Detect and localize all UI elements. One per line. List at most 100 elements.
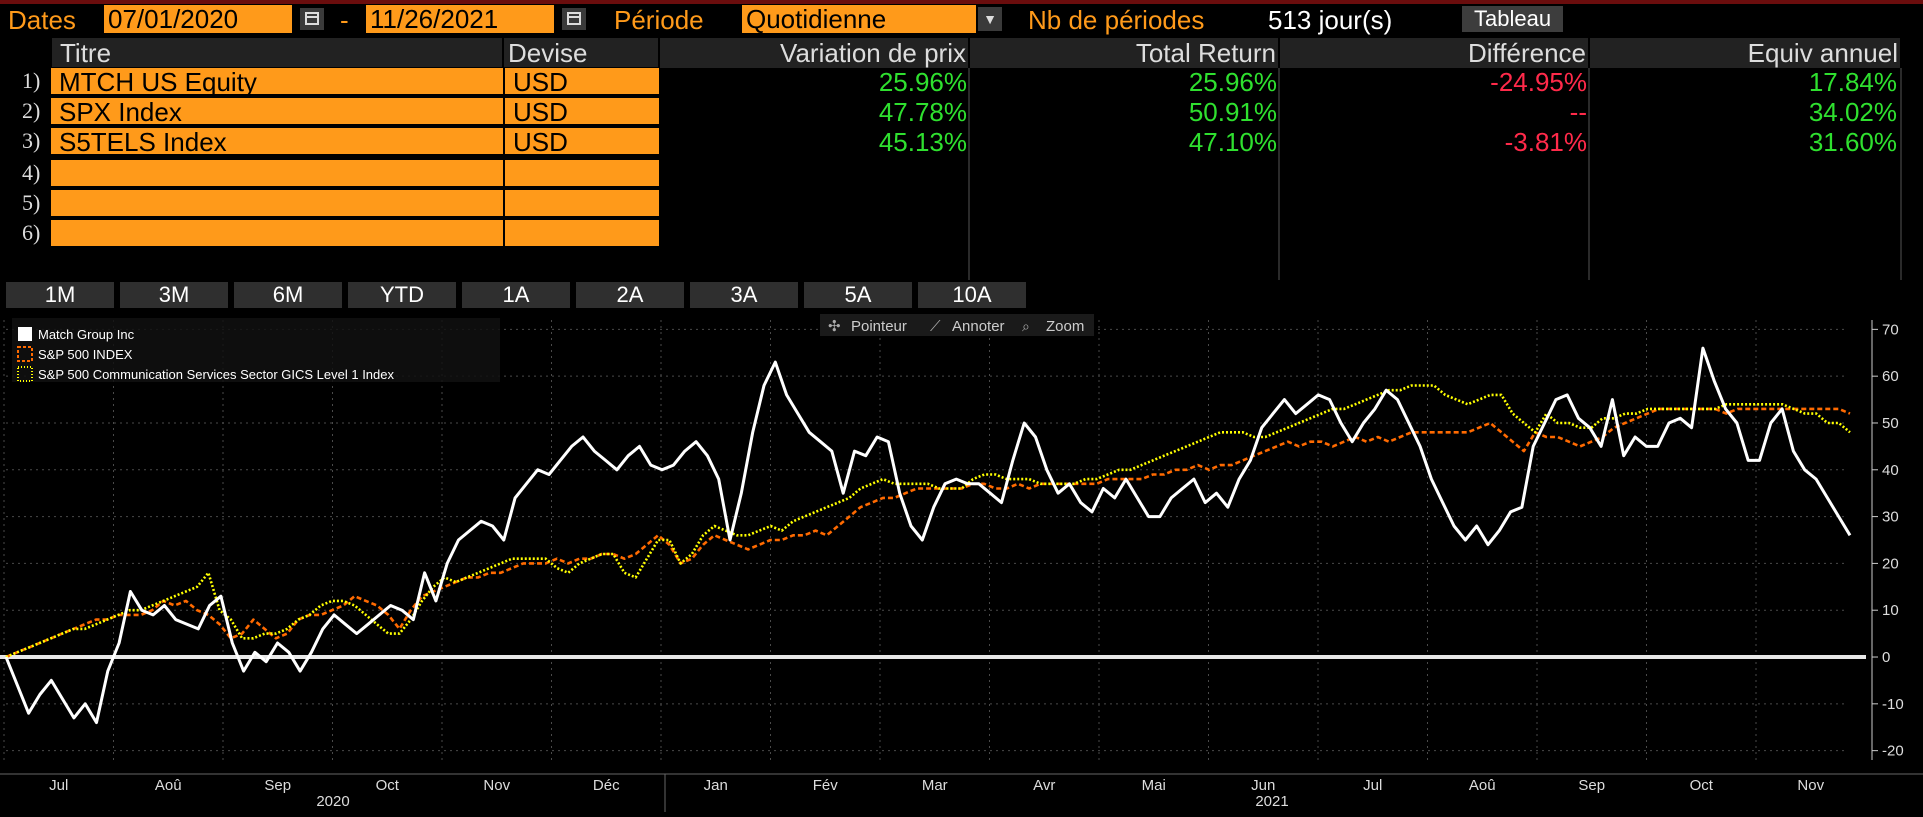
- x-tick-label: Jan: [704, 777, 728, 794]
- currency-cell[interactable]: [504, 159, 660, 187]
- period-button-3m[interactable]: 3M: [120, 282, 228, 308]
- table-view-button[interactable]: Tableau: [1462, 6, 1564, 32]
- total-return-value: 50.91%: [1188, 97, 1277, 127]
- series-line: [5, 407, 1851, 659]
- chart-tools: ✣ Pointeur ⟋ Annoter ⌕ Zoom: [820, 314, 1094, 336]
- periods-count-label: Nb de périodes: [1028, 5, 1205, 35]
- price-change-value: 25.96%: [878, 67, 967, 97]
- currency-cell[interactable]: USD: [504, 67, 660, 95]
- y-tick-label: 40: [1882, 462, 1899, 479]
- total-return-value: 25.96%: [1188, 67, 1277, 97]
- column-header-title[interactable]: Titre: [52, 38, 502, 68]
- row-number: 6): [22, 220, 41, 245]
- x-tick-label: Jul: [1363, 777, 1382, 794]
- currency-cell[interactable]: USD: [504, 127, 660, 155]
- x-tick-label: Nov: [483, 777, 510, 794]
- x-tick-label: Jul: [49, 777, 68, 794]
- x-tick-label: Sep: [1578, 777, 1605, 794]
- column-divider: [968, 68, 970, 280]
- difference-value: --: [1569, 97, 1587, 127]
- period-button-ytd[interactable]: YTD: [348, 282, 456, 308]
- x-tick-label: Aoû: [155, 777, 182, 794]
- column-header-price-change[interactable]: Variation de prix: [660, 38, 968, 68]
- column-header-total-return[interactable]: Total Return: [970, 38, 1278, 68]
- column-header-annual[interactable]: Equiv annuel: [1590, 38, 1900, 68]
- column-header-difference[interactable]: Différence: [1280, 38, 1588, 68]
- title-cell[interactable]: SPX Index: [50, 97, 504, 125]
- date-range-dash: -: [340, 5, 349, 35]
- x-tick-label: Avr: [1033, 777, 1055, 794]
- period-button-1a[interactable]: 1A: [462, 282, 570, 308]
- currency-cell[interactable]: [504, 189, 660, 217]
- title-cell[interactable]: S5TELS Index: [50, 127, 504, 155]
- legend-label: S&P 500 INDEX: [38, 347, 133, 362]
- x-tick-label: Oct: [1690, 777, 1714, 794]
- x-tick-label: Sep: [264, 777, 291, 794]
- y-tick-label: -10: [1882, 696, 1904, 713]
- currency-cell[interactable]: [504, 219, 660, 247]
- annual-equivalent-value: 17.84%: [1808, 67, 1897, 97]
- x-tick-label: Jun: [1251, 777, 1275, 794]
- dates-label: Dates: [8, 5, 76, 35]
- crosshair-icon[interactable]: ✣: [828, 317, 841, 335]
- pencil-icon[interactable]: ⟋: [930, 317, 941, 335]
- legend-label: S&P 500 Communication Services Sector GI…: [38, 367, 394, 382]
- period-button-3a[interactable]: 3A: [690, 282, 798, 308]
- title-cell[interactable]: [50, 219, 504, 247]
- y-tick-label: 0: [1882, 649, 1890, 666]
- x-tick-label: Mai: [1142, 777, 1166, 794]
- returns-table: Titre Devise Variation de prix Total Ret…: [0, 38, 1923, 282]
- performance-chart[interactable]: 70 60 50 40 30 20 10 0 -10 -20 Jul Aoû Sep Oct Nov Déc J…: [0, 312, 1923, 812]
- period-button-2a[interactable]: 2A: [576, 282, 684, 308]
- period-button-1m[interactable]: 1M: [6, 282, 114, 308]
- zoom-button[interactable]: Zoom: [1046, 318, 1084, 335]
- period-label: Période: [614, 5, 704, 35]
- pointer-button[interactable]: Pointeur: [851, 318, 907, 335]
- x-tick-label: Fév: [813, 777, 839, 794]
- period-select[interactable]: Quotidienne: [742, 5, 976, 33]
- x-tick-label: Oct: [376, 777, 400, 794]
- column-header-currency[interactable]: Devise: [504, 38, 658, 68]
- periods-count-value: 513 jour(s): [1268, 5, 1393, 35]
- y-tick-label: 20: [1882, 555, 1899, 572]
- title-cell[interactable]: MTCH US Equity: [50, 67, 504, 95]
- y-tick-label: 60: [1882, 368, 1899, 385]
- title-cell[interactable]: [50, 189, 504, 217]
- x-tick-label: Déc: [593, 777, 620, 794]
- legend-label: Match Group Inc: [38, 327, 135, 342]
- period-button-5a[interactable]: 5A: [804, 282, 912, 308]
- annotate-button[interactable]: Annoter: [952, 318, 1005, 335]
- year-label: 2020: [316, 793, 349, 810]
- calendar-icon[interactable]: [300, 8, 324, 30]
- price-change-value: 47.78%: [878, 97, 967, 127]
- column-divider: [1278, 68, 1280, 280]
- title-accent-bar: [0, 0, 1923, 4]
- series-line: [5, 384, 1851, 659]
- end-date-field[interactable]: 11/26/2021: [366, 5, 554, 33]
- row-number: 4): [22, 160, 41, 185]
- title-cell[interactable]: [50, 159, 504, 187]
- row-number: 1): [22, 68, 41, 93]
- column-divider: [1900, 68, 1902, 280]
- period-button-bar: 1M 3M 6M YTD 1A 2A 3A 5A 10A: [0, 282, 1923, 310]
- total-return-value: 47.10%: [1188, 127, 1277, 157]
- x-tick-label: Aoû: [1469, 777, 1496, 794]
- legend-swatch: [18, 327, 32, 341]
- row-number: 5): [22, 190, 41, 215]
- series-line: [4, 346, 1852, 725]
- legend-swatch: [17, 366, 33, 382]
- y-tick-label: 10: [1882, 602, 1899, 619]
- chevron-down-icon[interactable]: ▼: [978, 7, 1002, 31]
- difference-value: -24.95%: [1490, 67, 1587, 97]
- period-button-10a[interactable]: 10A: [918, 282, 1026, 308]
- x-tick-label: Nov: [1797, 777, 1824, 794]
- y-tick-label: 50: [1882, 415, 1899, 432]
- search-icon[interactable]: ⌕: [1022, 319, 1030, 335]
- currency-cell[interactable]: USD: [504, 97, 660, 125]
- difference-value: -3.81%: [1504, 127, 1587, 157]
- y-tick-label: 30: [1882, 509, 1899, 526]
- calendar-icon[interactable]: [562, 8, 586, 30]
- line-chart[interactable]: 70 60 50 40 30 20 10 0 -10 -20 Jul Aoû Sep Oct Nov Déc J…: [0, 312, 1923, 812]
- start-date-field[interactable]: 07/01/2020: [104, 5, 292, 33]
- period-button-6m[interactable]: 6M: [234, 282, 342, 308]
